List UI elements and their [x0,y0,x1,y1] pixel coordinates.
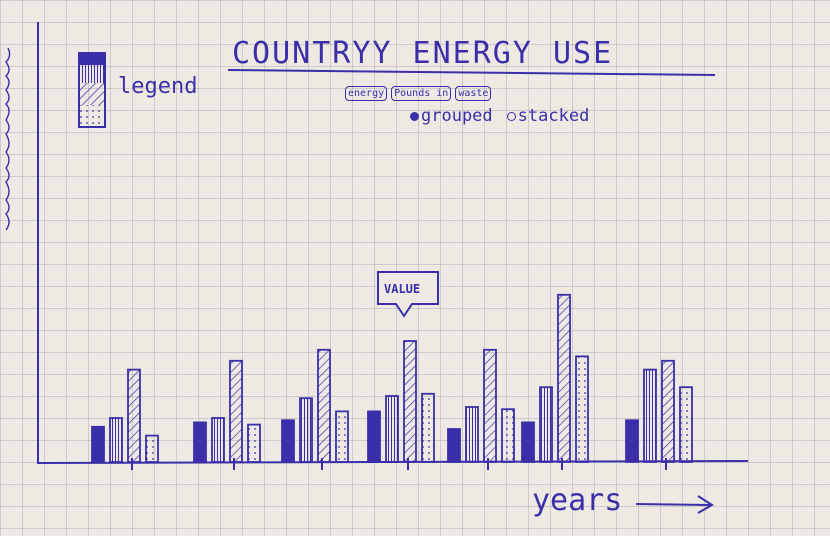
stacked-radio[interactable]: stacked [506,106,590,126]
bar-group5-series3[interactable] [483,348,497,463]
grouped-radio-label: grouped [421,106,493,126]
bar-group1-series1[interactable] [91,425,105,463]
bar-group4-series2[interactable] [385,395,399,463]
bar-group6-series4[interactable] [575,355,589,463]
bar-group4-series1[interactable] [367,410,381,463]
bar-group6-series1[interactable] [521,421,535,463]
pounds-in-button[interactable]: Pounds in [391,86,452,101]
bar-group6-series2[interactable] [539,386,553,463]
mode-radios: grouped stacked [410,106,589,126]
bar-group2-series3[interactable] [229,359,243,463]
title-underline [227,69,716,76]
stacked-radio-label: stacked [517,106,590,126]
bar-group1-series4[interactable] [145,434,159,463]
x-axis-label: years [532,483,622,518]
bar-group5-series2[interactable] [465,406,479,463]
stacked-radio-dot [506,111,516,121]
bar-group1-series2[interactable] [109,417,123,463]
grouped-radio-dot [410,111,419,121]
bar-group5-series4[interactable] [501,408,515,463]
y-axis-label-scribble [5,47,11,231]
x-axis-arrow-icon [635,495,714,514]
grouped-radio[interactable]: grouped [410,106,493,126]
bar-group3-series2[interactable] [299,397,313,463]
waste-button[interactable]: waste [455,86,492,101]
value-tooltip [377,271,439,318]
series-buttons: energy Pounds in waste [345,86,492,101]
bar-group7-series1[interactable] [625,419,639,463]
bar-group6-series3[interactable] [557,293,571,463]
bar-group5-series1[interactable] [447,428,461,463]
chart-title: COUNTRYY ENERGY USE [232,36,613,71]
bar-group7-series2[interactable] [643,368,657,463]
bar-group7-series4[interactable] [679,386,693,463]
value-tooltip-text: VALUE [384,282,420,296]
bar-group2-series1[interactable] [193,421,207,463]
bar-group4-series4[interactable] [421,392,435,463]
legend-label: legend [118,74,197,99]
bar-group1-series3[interactable] [127,368,141,463]
bar-group2-series4[interactable] [247,423,261,463]
bar-group3-series1[interactable] [281,419,295,463]
bar-group3-series4[interactable] [335,410,349,463]
legend-swatch [78,52,106,128]
bar-group2-series2[interactable] [211,417,225,463]
bar-group3-series3[interactable] [317,348,331,463]
bars: VALUE [91,271,693,470]
bar-group7-series3[interactable] [661,359,675,463]
energy-button[interactable]: energy [345,86,388,101]
bar-group4-series3[interactable] [403,340,417,463]
